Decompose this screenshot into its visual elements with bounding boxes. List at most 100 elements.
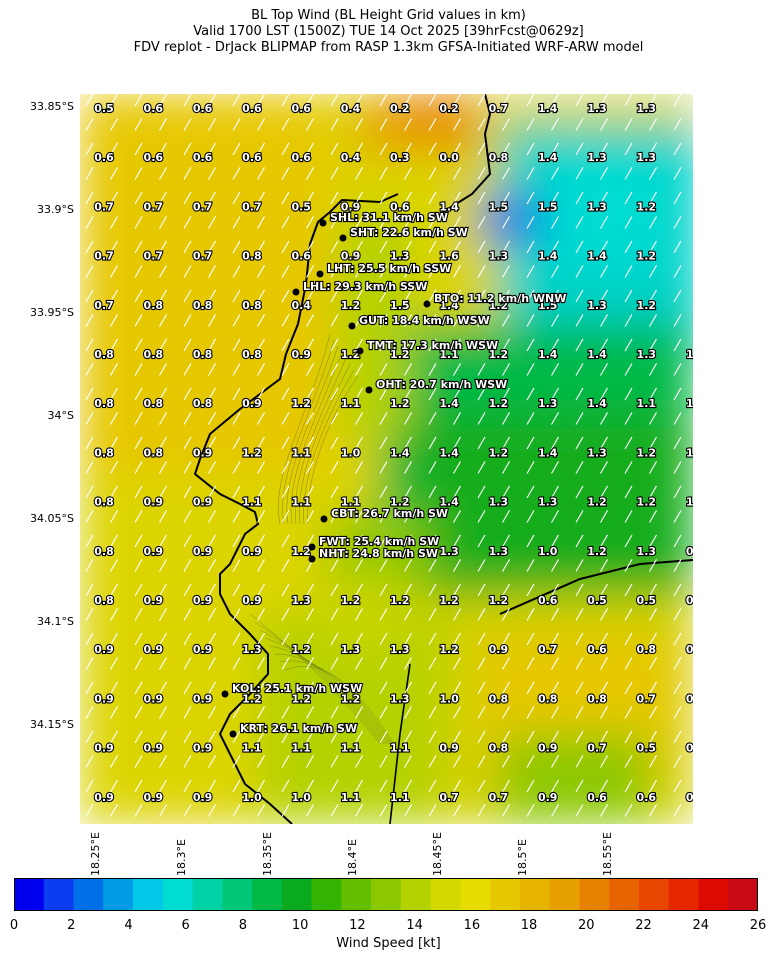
grid-value: 0.0 xyxy=(439,151,459,164)
grid-value: 0.8 xyxy=(242,250,262,263)
grid-value: 0.8 xyxy=(538,692,558,705)
grid-value: 1.0 xyxy=(291,791,311,804)
grid-value: 1.3 xyxy=(587,446,607,459)
station-dot[interactable] xyxy=(229,730,237,738)
grid-value: 1.4 xyxy=(538,348,558,361)
grid-value: 1.2 xyxy=(637,200,657,213)
grid-value: 0.9 xyxy=(94,643,114,656)
grid-value: 1.0 xyxy=(538,545,558,558)
colorbar-segment xyxy=(638,878,670,911)
lat-label: 33.9°S xyxy=(37,203,74,216)
colorbar-tick: 12 xyxy=(349,918,366,933)
station-label: TMT: 17.3 km/h WSW xyxy=(367,339,498,352)
grid-value: 0.6 xyxy=(587,643,607,656)
grid-value: 0.9 xyxy=(144,643,164,656)
station-dot[interactable] xyxy=(221,690,229,698)
grid-value: 0.7 xyxy=(439,791,459,804)
station-label: LHL: 29.3 km/h SSW xyxy=(303,280,427,293)
grid-value: 0.9 xyxy=(242,594,262,607)
grid-value: 1.4 xyxy=(439,446,459,459)
title-line-3: FDV replot - DrJack BLIPMAP from RASP 1.… xyxy=(133,40,644,55)
colorbar-tick: 10 xyxy=(291,918,309,933)
map-canvas: 0.5 0.6 0.6 0.6 0.6 0.4 0.2 0.2 0.7 1.4 1.3 1.3 0.6 0… xyxy=(80,94,693,824)
grid-value: 0.8 xyxy=(193,397,213,410)
grid-value: 0.5 xyxy=(637,594,657,607)
grid-value: 0.7 xyxy=(587,742,607,755)
station-dot[interactable] xyxy=(320,515,328,523)
station-label: GUT: 18.4 km/h WSW xyxy=(359,314,490,327)
station-label: OHT: 20.7 km/h WSW xyxy=(376,378,507,391)
station-dot[interactable] xyxy=(423,300,431,308)
station-dot[interactable] xyxy=(308,555,316,563)
grid-value: 0.7 xyxy=(686,791,693,804)
colorbar-tick: 20 xyxy=(578,918,595,933)
station-dot[interactable] xyxy=(319,219,327,227)
grid-value: 1.2 xyxy=(489,348,509,361)
grid-value: 0.4 xyxy=(341,102,361,115)
colorbar-segment xyxy=(341,878,372,911)
grid-value: 0.9 xyxy=(144,692,164,705)
grid-value: 0.7 xyxy=(94,299,114,312)
grid-value: 1.1 xyxy=(341,791,361,804)
grid-value: 1.3 xyxy=(587,102,607,115)
grid-value: 0.6 xyxy=(291,151,311,164)
colorbar-segment xyxy=(519,878,551,911)
lon-label: 18.45°E xyxy=(431,832,444,876)
lat-label: 34.15°S xyxy=(30,718,74,731)
grid-value: 0.7 xyxy=(242,200,262,213)
title-line-1: BL Top Wind (BL Height Grid values in km… xyxy=(251,8,526,23)
colorbar xyxy=(14,878,758,911)
colorbar-tick: 8 xyxy=(238,918,248,933)
station-dot[interactable] xyxy=(292,288,300,296)
grid-value: 0.8 xyxy=(242,299,262,312)
grid-value: 0.6 xyxy=(193,151,213,164)
grid-value: 0.4 xyxy=(341,151,361,164)
station-dot[interactable] xyxy=(348,322,356,330)
grid-value: 1.2 xyxy=(637,446,657,459)
colorbar-segment xyxy=(698,878,729,911)
station-dot[interactable] xyxy=(339,234,347,242)
colorbar-tick: 2 xyxy=(67,918,76,933)
grid-value: 1.4 xyxy=(538,102,558,115)
grid-value: 1.1 xyxy=(390,742,410,755)
colorbar-segment xyxy=(73,878,104,911)
grid-value: 0.7 xyxy=(637,692,657,705)
station-dot[interactable] xyxy=(308,543,316,551)
grid-value: 0.9 xyxy=(193,791,213,804)
grid-value: 1.2 xyxy=(686,446,693,459)
grid-value: 1.2 xyxy=(489,299,509,312)
grid-value: 0.8 xyxy=(489,692,509,705)
grid-value: 1.4 xyxy=(538,250,558,263)
grid-value: 0.9 xyxy=(193,446,213,459)
grid-value: 1.0 xyxy=(686,397,693,410)
station-dot[interactable] xyxy=(365,386,373,394)
grid-value: 1.1 xyxy=(390,791,410,804)
grid-value: 0.8 xyxy=(587,692,607,705)
grid-value: 0.9 xyxy=(686,545,693,558)
colorbar-tick: 16 xyxy=(463,918,481,933)
grid-value: 1.4 xyxy=(538,446,558,459)
grid-value: 0.9 xyxy=(291,348,311,361)
grid-value: 1.3 xyxy=(587,299,607,312)
colorbar-tick: 22 xyxy=(635,918,652,933)
grid-value: 1.4 xyxy=(439,397,459,410)
station-dot[interactable] xyxy=(316,270,324,278)
grid-value: 1.3 xyxy=(587,151,607,164)
colorbar-segment xyxy=(14,878,45,911)
lon-label: 18.25°E xyxy=(89,832,102,876)
grid-value: 0.8 xyxy=(94,545,114,558)
colorbar-segment xyxy=(460,878,491,911)
grid-value: 0.6 xyxy=(291,102,311,115)
colorbar-segment xyxy=(430,878,461,911)
colorbar-segment xyxy=(222,878,253,911)
grid-value: 1.3 xyxy=(489,545,509,558)
grid-value: 0.9 xyxy=(94,791,114,804)
grid-value: 1.4 xyxy=(587,250,607,263)
grid-value: 0.6 xyxy=(144,151,164,164)
grid-value: 0.5 xyxy=(94,102,114,115)
station-dot[interactable] xyxy=(356,347,364,355)
grid-value: 0.9 xyxy=(144,742,164,755)
wind-map[interactable]: 0.5 0.6 0.6 0.6 0.6 0.4 0.2 0.2 0.7 1.4 1.3 1.3 0.6 0… xyxy=(80,94,693,824)
colorbar-tick: 6 xyxy=(181,918,190,933)
colorbar-segment xyxy=(400,878,432,911)
